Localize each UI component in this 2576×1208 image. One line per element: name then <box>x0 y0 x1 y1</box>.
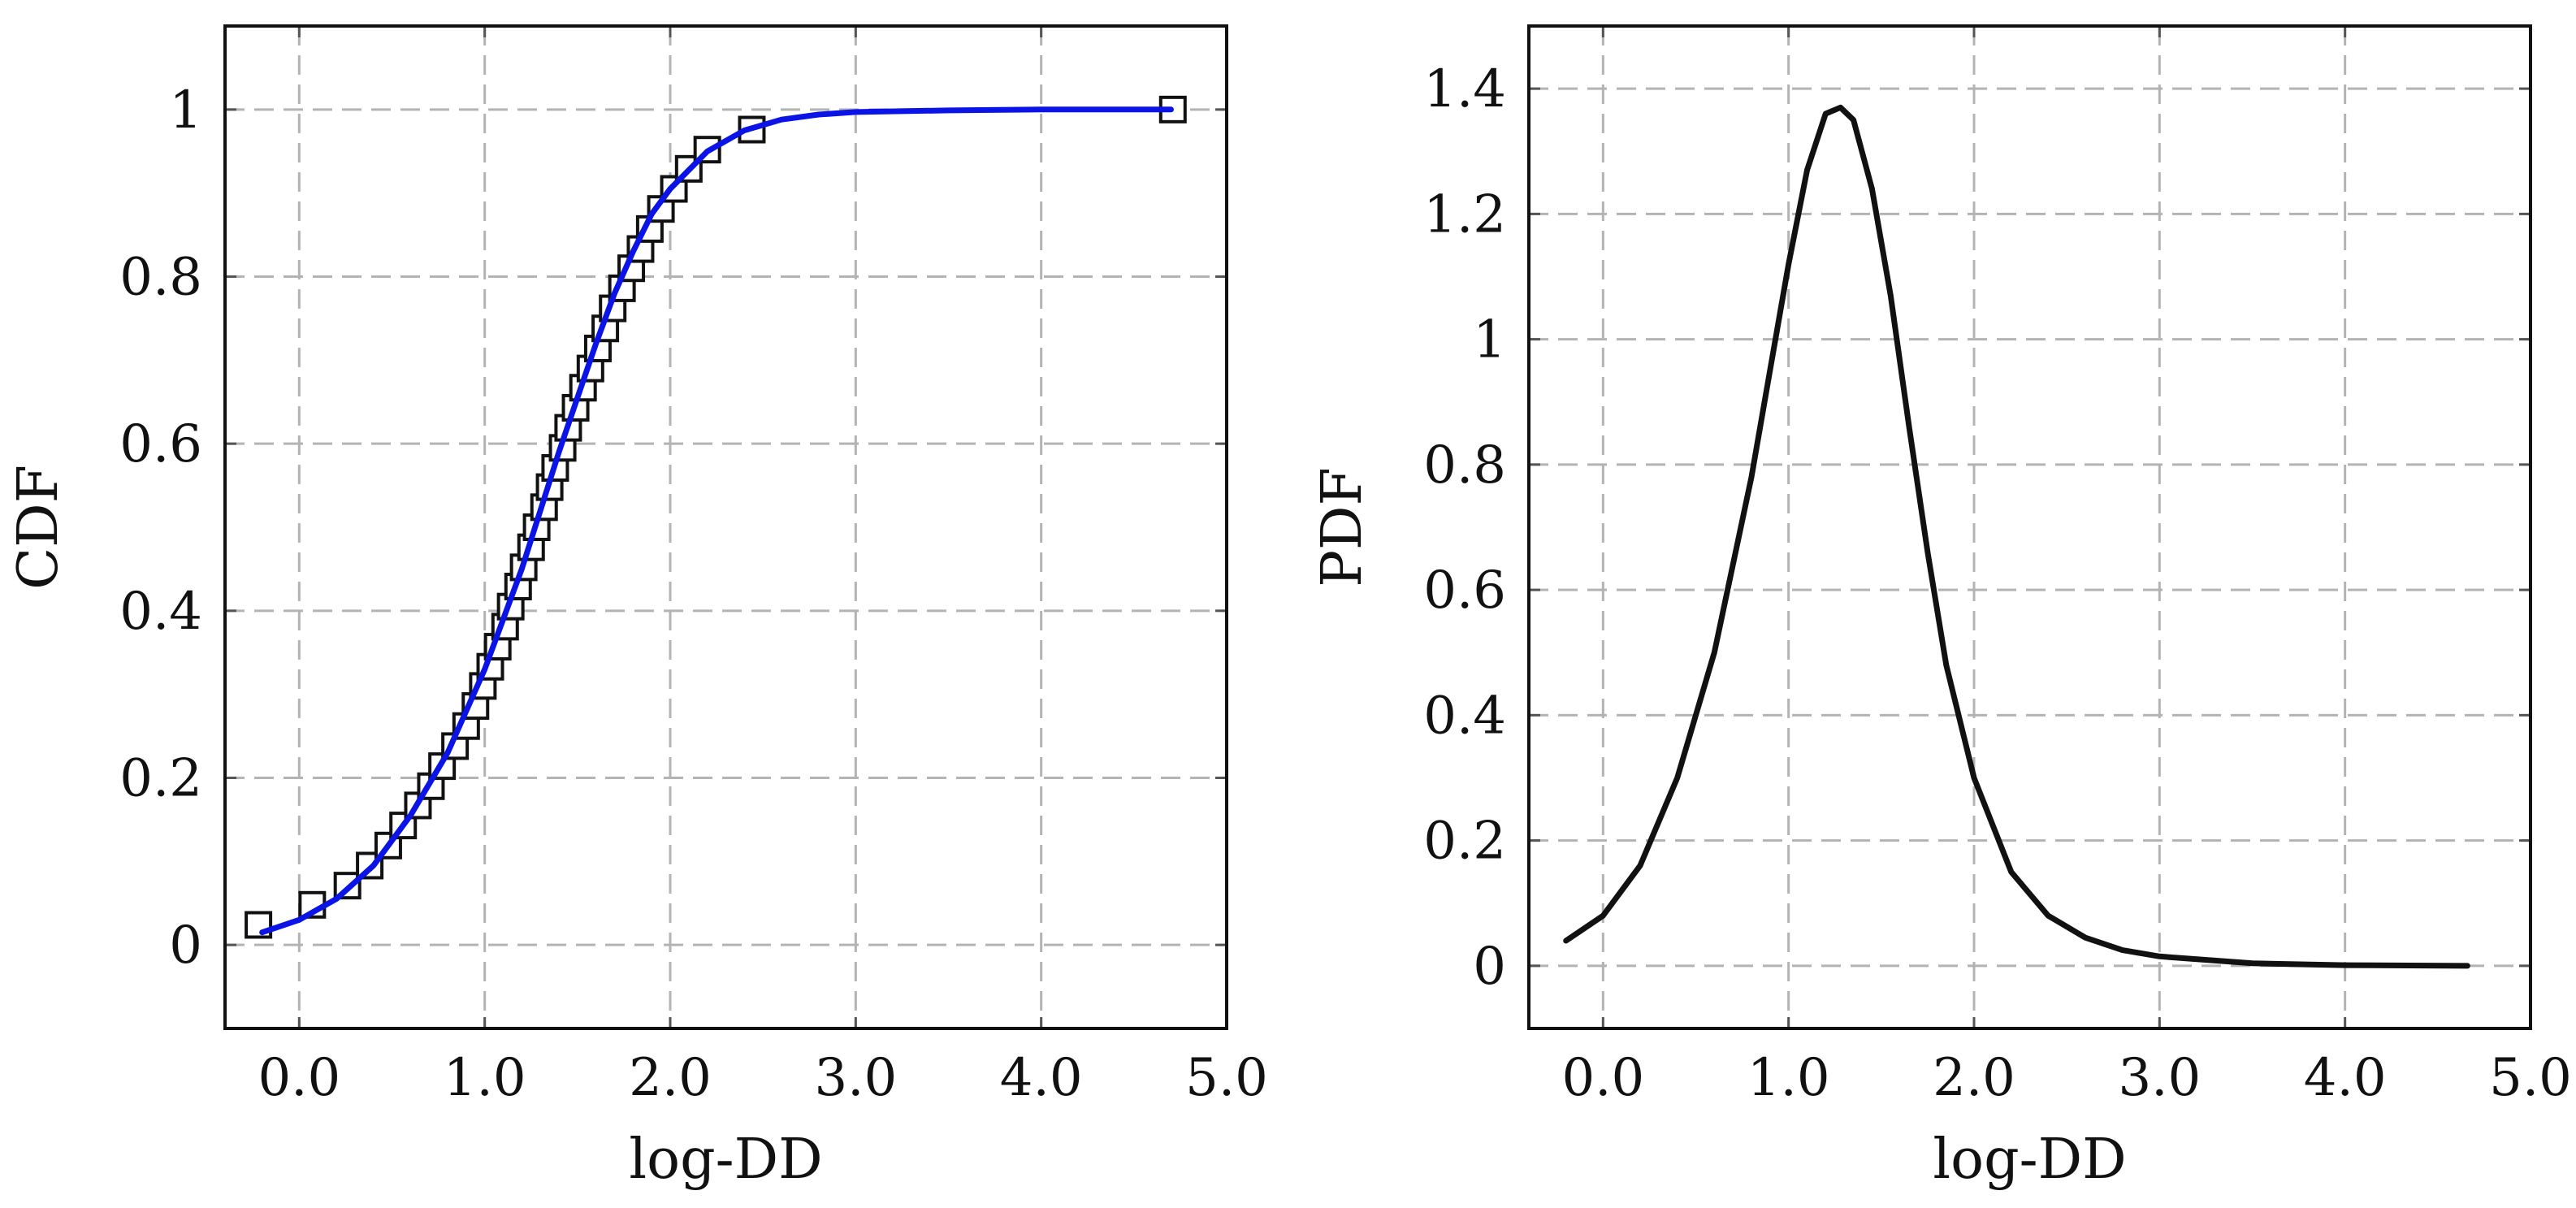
y-tick-label: 0.6 <box>1423 561 1506 621</box>
x-axis-label: log-DD <box>1933 1128 2126 1192</box>
x-tick-label: 3.0 <box>2118 1048 2201 1108</box>
y-tick-label: 0 <box>1473 937 1506 997</box>
x-tick-label: 1.0 <box>444 1048 526 1108</box>
y-tick-label: 1.2 <box>1423 184 1506 245</box>
y-tick-label: 1 <box>169 80 202 141</box>
x-tick-label: 3.0 <box>814 1048 897 1108</box>
series-line-2-1 <box>1563 104 2470 969</box>
chart-panel-1: 0.0 1.0 2.0 3.0 4.0 5.0 0 0.2 0.4 0.6 0.8 1 log-DD CD… <box>6 24 1268 1192</box>
y-tick-label: 0.8 <box>1423 435 1506 496</box>
y-tick-label: 0.4 <box>1423 686 1506 746</box>
x-tick-label: 5.0 <box>2489 1048 2572 1108</box>
y-tick-label: 0.2 <box>1423 812 1506 872</box>
series-line-1-2 <box>259 106 1174 936</box>
y-tick-label: 0.2 <box>119 749 202 809</box>
data-point-marker <box>245 911 273 939</box>
y-tick-label: 0.4 <box>119 582 202 642</box>
y-tick-label: 1 <box>1473 310 1506 370</box>
y-axis-label: CDF <box>6 465 71 590</box>
x-tick-label: 4.0 <box>1000 1048 1083 1108</box>
chart-panel-2: 0.0 1.0 2.0 3.0 4.0 5.0 0 0.2 0.4 0.6 0.8 1 1.2 1.4 lo… <box>1310 24 2572 1192</box>
x-tick-label: 2.0 <box>1933 1048 2015 1108</box>
plot-frame <box>1527 24 2532 1030</box>
y-tick-label: 0 <box>169 916 202 976</box>
y-tick-label: 0.8 <box>119 248 202 308</box>
y-tick-label: 0.6 <box>119 414 202 474</box>
x-tick-label: 0.0 <box>1561 1048 1644 1108</box>
x-tick-label: 4.0 <box>2304 1048 2387 1108</box>
x-tick-label: 1.0 <box>1747 1048 1830 1108</box>
x-axis-label: log-DD <box>629 1128 822 1192</box>
plot-frame <box>223 24 1228 1030</box>
x-tick-label: 5.0 <box>1185 1048 1268 1108</box>
x-tick-label: 0.0 <box>258 1048 340 1108</box>
x-tick-label: 2.0 <box>629 1048 712 1108</box>
y-tick-label: 1.4 <box>1423 59 1506 119</box>
y-axis-label: PDF <box>1310 467 1375 587</box>
